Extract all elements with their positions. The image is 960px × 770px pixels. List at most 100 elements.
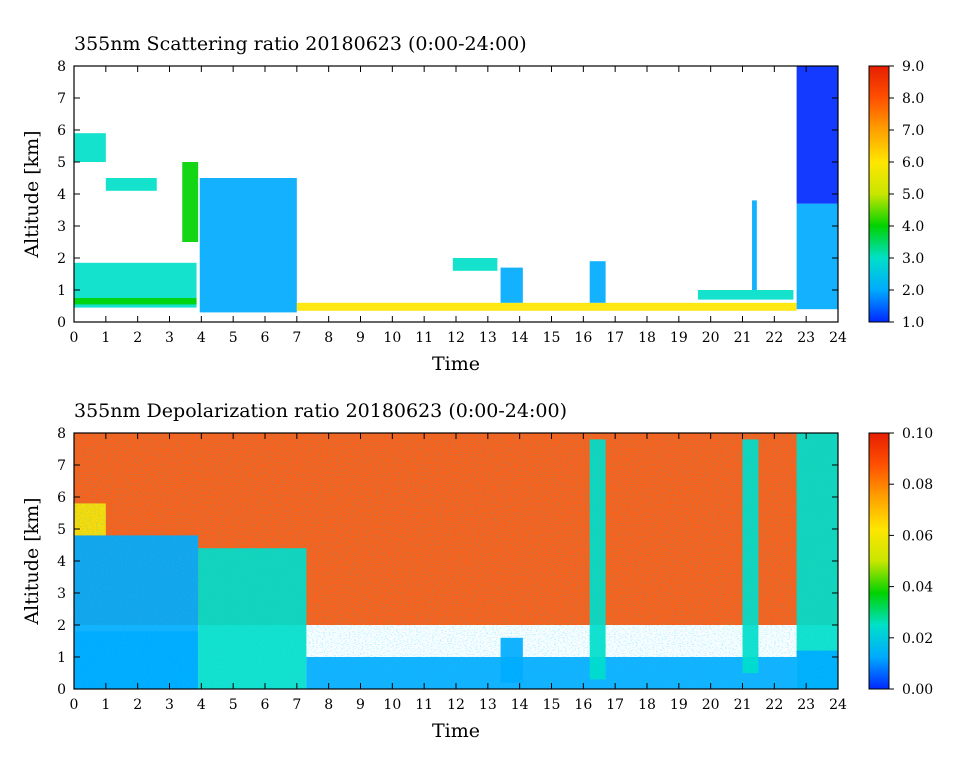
x-tick-label: 22 xyxy=(765,330,783,346)
depolarization-heatmap xyxy=(74,433,838,689)
heatmap-feature-12 xyxy=(796,203,838,310)
y-tick-label: 0 xyxy=(57,315,66,331)
colorbar-tick-label: 9.0 xyxy=(902,59,924,75)
y-tick-label: 3 xyxy=(57,219,66,235)
y-tick-label: 6 xyxy=(57,123,66,139)
y-tick-label: 7 xyxy=(57,458,66,474)
x-tick-label: 24 xyxy=(829,697,847,713)
x-tick-label: 19 xyxy=(670,330,688,346)
y-tick-label: 5 xyxy=(57,155,66,171)
heatmap-feature-8 xyxy=(500,267,523,303)
x-tick-label: 3 xyxy=(165,330,174,346)
x-tick-label: 4 xyxy=(197,697,206,713)
scattering-heatmap xyxy=(74,66,838,322)
heatmap-feature-11 xyxy=(752,200,757,290)
depolarization-chart-title: 355nm Depolarization ratio 20180623 (0:0… xyxy=(74,400,567,422)
colorbar-tick-label: 6.0 xyxy=(902,155,924,171)
x-tick-label: 11 xyxy=(415,330,433,346)
x-tick-label: 6 xyxy=(261,697,270,713)
heatmap-feature-5 xyxy=(199,178,297,313)
colorbar-tick-label: 4.0 xyxy=(902,219,924,235)
colorbar-tick-label: 0.02 xyxy=(902,631,933,647)
x-tick-label: 1 xyxy=(101,330,110,346)
heatmap-feature-2 xyxy=(74,133,106,162)
x-tick-label: 2 xyxy=(133,697,142,713)
heatmap-feature-3 xyxy=(105,178,157,191)
x-tick-label: 23 xyxy=(797,330,815,346)
heatmap-feature-6 xyxy=(296,302,797,311)
x-tick-label: 13 xyxy=(479,330,497,346)
depolarization-y-axis-label: Altitude [km] xyxy=(21,497,43,625)
scattering-colorbar-ticks: 1.0 2.0 3.0 4.0 5.0 6.0 7.0 8.0 9.0 xyxy=(889,59,924,331)
depolarization-x-axis-label: Time xyxy=(432,720,480,742)
x-tick-label: 8 xyxy=(324,330,333,346)
x-tick-label: 10 xyxy=(383,330,401,346)
colorbar-tick-label: 3.0 xyxy=(902,251,924,267)
x-tick-label: 12 xyxy=(447,697,465,713)
y-tick-label: 0 xyxy=(57,682,66,698)
x-tick-label: 12 xyxy=(447,330,465,346)
x-tick-label: 17 xyxy=(606,697,624,713)
x-tick-label: 7 xyxy=(292,697,301,713)
colorbar-tick-label: 0.10 xyxy=(902,426,933,442)
x-tick-label: 20 xyxy=(702,330,720,346)
scattering-x-axis: 0 1 2 3 4 5 6 7 8 9 10 11 12 13 14 15 16 17 18 19 20 21 22 23 24 xyxy=(70,66,847,346)
x-tick-label: 15 xyxy=(543,697,561,713)
x-tick-label: 4 xyxy=(197,330,206,346)
heatmap-feature-13 xyxy=(796,66,838,204)
heatmap-cells xyxy=(74,66,838,322)
x-tick-label: 2 xyxy=(133,330,142,346)
x-tick-label: 11 xyxy=(415,697,433,713)
y-tick-label: 6 xyxy=(57,490,66,506)
x-tick-label: 21 xyxy=(734,330,752,346)
colorbar-tick-label: 2.0 xyxy=(902,283,924,299)
x-tick-label: 16 xyxy=(574,330,592,346)
y-tick-label: 8 xyxy=(57,426,66,442)
x-tick-label: 20 xyxy=(702,697,720,713)
colorbar-tick-label: 0.00 xyxy=(902,682,933,698)
depolarization-colorbar-ticks: 0.00 0.02 0.04 0.06 0.08 0.10 xyxy=(889,426,933,698)
x-tick-label: 18 xyxy=(638,697,656,713)
depolarization-ratio-panel: 355nm Depolarization ratio 20180623 (0:0… xyxy=(21,400,933,742)
y-tick-label: 1 xyxy=(57,650,66,666)
x-tick-label: 13 xyxy=(479,697,497,713)
x-tick-label: 24 xyxy=(829,330,847,346)
colorbar-tick-label: 8.0 xyxy=(902,91,924,107)
x-tick-label: 0 xyxy=(70,330,79,346)
heatmap-cells xyxy=(74,433,838,689)
x-tick-label: 14 xyxy=(511,697,529,713)
x-tick-label: 16 xyxy=(574,697,592,713)
x-tick-label: 19 xyxy=(670,697,688,713)
colorbar-tick-label: 0.08 xyxy=(902,477,933,493)
y-tick-label: 7 xyxy=(57,91,66,107)
y-tick-label: 4 xyxy=(57,187,66,203)
colorbar-tick-label: 0.04 xyxy=(902,580,933,596)
x-tick-label: 9 xyxy=(356,330,365,346)
colorbar-tick-label: 5.0 xyxy=(902,187,924,203)
heatmap-feature-7 xyxy=(452,258,498,271)
depolarization-colorbar-gradient xyxy=(868,432,890,690)
x-tick-label: 0 xyxy=(70,697,79,713)
heatmap-feature-4 xyxy=(182,162,199,242)
x-tick-label: 21 xyxy=(734,697,752,713)
x-tick-label: 9 xyxy=(356,697,365,713)
x-tick-label: 8 xyxy=(324,697,333,713)
depolarization-colorbar: 0.00 0.02 0.04 0.06 0.08 0.10 xyxy=(868,426,933,698)
x-tick-label: 17 xyxy=(606,330,624,346)
colorbar-tick-label: 0.06 xyxy=(902,528,933,544)
heatmap-feature-9 xyxy=(589,261,606,303)
heatmap-feature-1 xyxy=(74,298,197,305)
x-tick-label: 7 xyxy=(292,330,301,346)
scattering-y-axis: 0 1 2 3 4 5 6 7 8 xyxy=(57,59,838,331)
scattering-y-axis-label: Altitude [km] xyxy=(21,130,43,258)
depolarization-y-axis: 0 1 2 3 4 5 6 7 8 xyxy=(57,426,838,698)
x-tick-label: 1 xyxy=(101,697,110,713)
scattering-chart-title: 355nm Scattering ratio 20180623 (0:00-24… xyxy=(74,33,527,55)
scattering-colorbar-gradient xyxy=(868,65,890,323)
x-tick-label: 18 xyxy=(638,330,656,346)
depolarization-x-axis: 0 1 2 3 4 5 6 7 8 9 10 11 12 13 14 15 16 17 18 19 20 21 22 23 24 xyxy=(70,433,847,713)
x-tick-label: 23 xyxy=(797,697,815,713)
x-tick-label: 10 xyxy=(383,697,401,713)
scattering-x-axis-label: Time xyxy=(432,353,480,375)
